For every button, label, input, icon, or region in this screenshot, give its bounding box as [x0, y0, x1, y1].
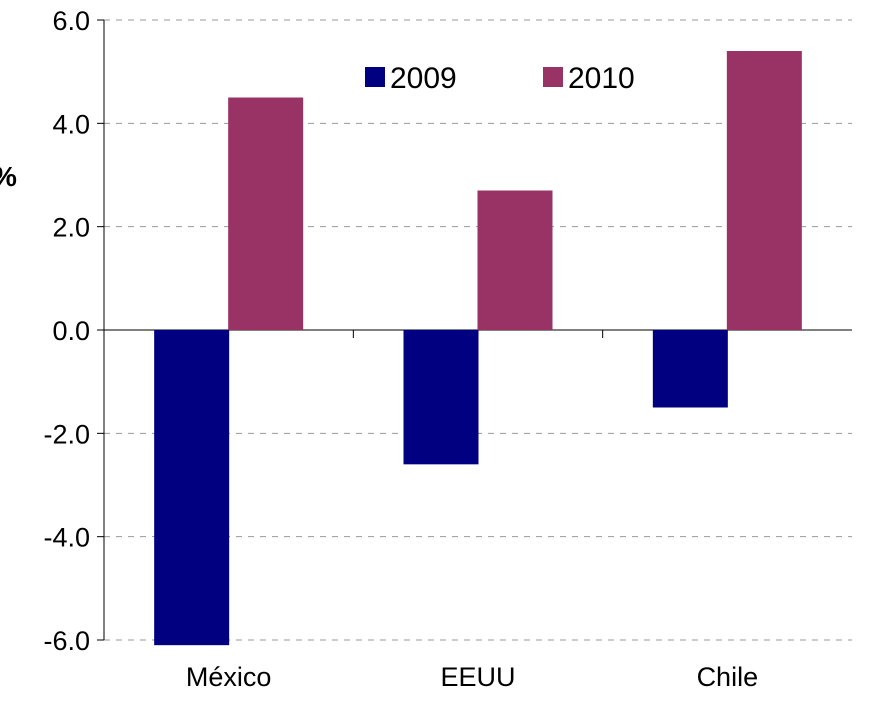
- category-label: Chile: [697, 662, 759, 692]
- y-tick-label: -6.0: [43, 626, 90, 656]
- category-label: México: [186, 662, 272, 692]
- bar-2009-eeuu: [403, 330, 479, 465]
- y-axis-label: %: [0, 161, 17, 192]
- bars: [154, 51, 802, 646]
- legend: 2009 2010: [365, 62, 635, 95]
- bar-2009-méxico: [154, 330, 230, 646]
- y-tick-label: 2.0: [52, 213, 90, 243]
- legend-swatch-2010: [543, 67, 563, 87]
- bar-2010-eeuu: [477, 190, 553, 330]
- y-tick-labels: 6.0 4.0 2.0 0.0 -2.0 -4.0 -6.0: [43, 6, 90, 656]
- y-tick-label: 6.0: [52, 6, 90, 36]
- category-labels: México EEUU Chile: [186, 662, 758, 692]
- y-tick-label: -2.0: [43, 419, 90, 449]
- bar-2009-chile: [652, 330, 728, 408]
- y-tick-label: 4.0: [52, 109, 90, 139]
- bar-2010-méxico: [228, 97, 304, 330]
- category-label: EEUU: [440, 662, 515, 692]
- y-tick-label: 0.0: [52, 316, 90, 346]
- bar-2010-chile: [726, 51, 802, 330]
- y-tick-label: -4.0: [43, 523, 90, 553]
- legend-label-2009: 2009: [390, 62, 457, 95]
- legend-swatch-2009: [365, 67, 385, 87]
- legend-label-2010: 2010: [568, 62, 635, 95]
